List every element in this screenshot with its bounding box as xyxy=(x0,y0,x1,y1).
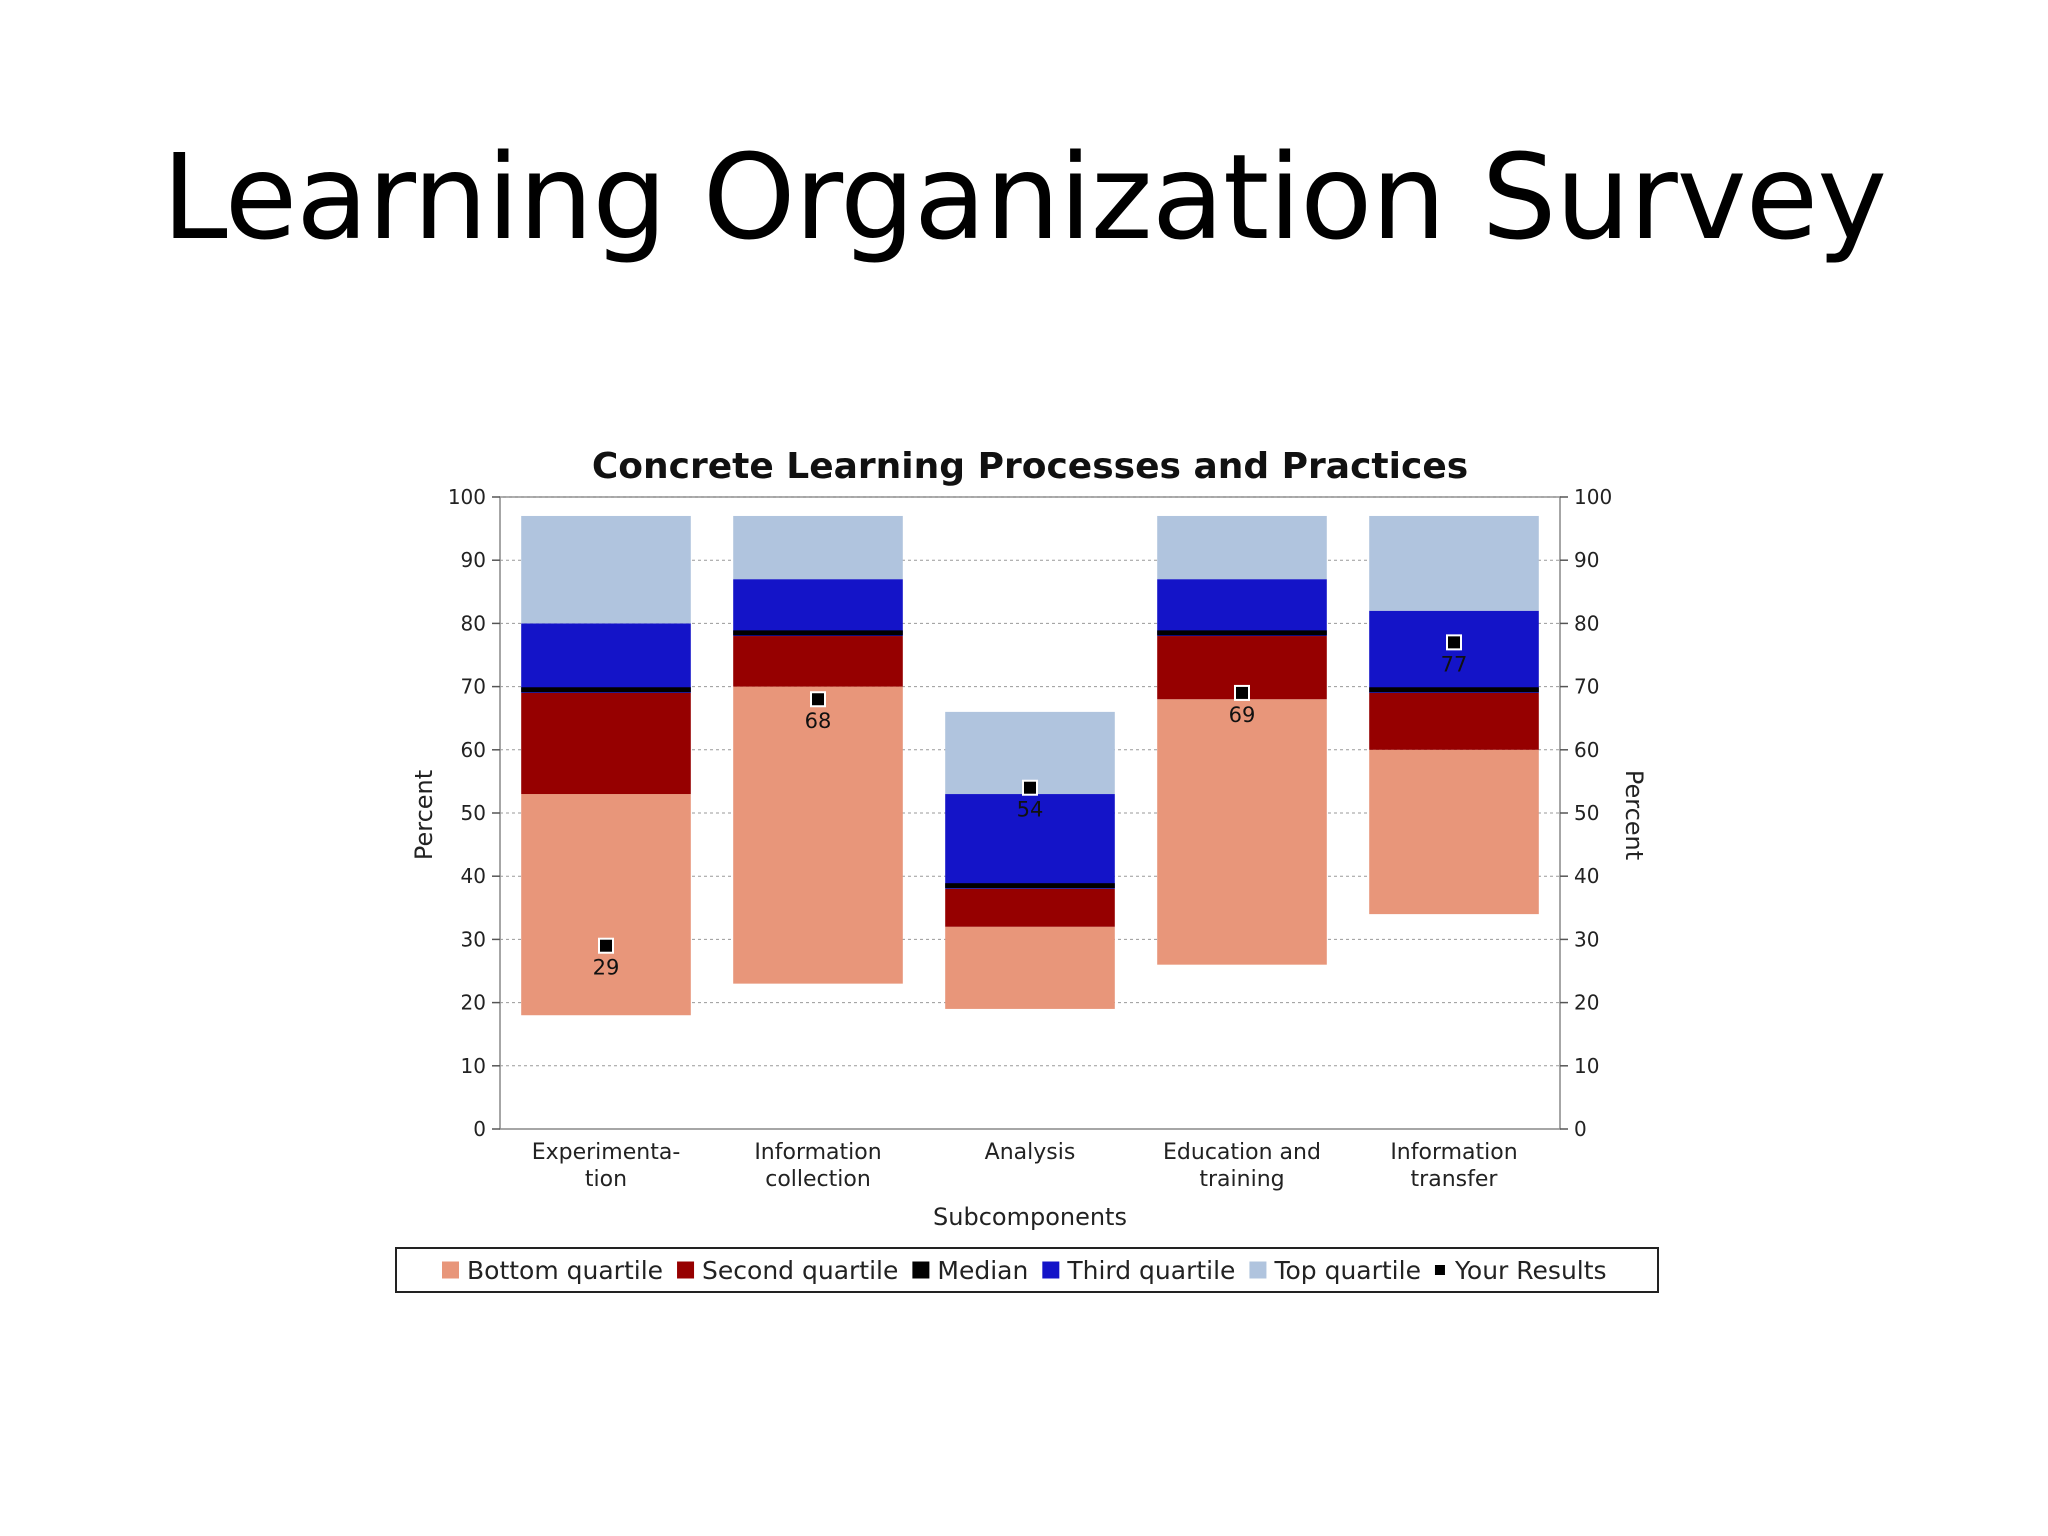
legend-label: Third quartile xyxy=(1066,1256,1235,1285)
y-tick-label-left: 70 xyxy=(461,675,486,699)
x-tick-label: tion xyxy=(585,1167,627,1192)
y-tick-label-right: 30 xyxy=(1574,927,1599,951)
y-tick-label-left: 20 xyxy=(461,991,486,1015)
bar-segment xyxy=(1369,515,1539,611)
bar-segment xyxy=(1157,515,1327,580)
median-line xyxy=(945,883,1115,889)
legend-label: Your Results xyxy=(1454,1256,1607,1285)
x-tick-label: collection xyxy=(765,1167,871,1192)
x-tick-label: Information xyxy=(1390,1140,1517,1165)
legend-swatch xyxy=(442,1261,459,1279)
bar-segment xyxy=(1369,610,1539,693)
bar-segment xyxy=(945,794,1115,889)
bar-segment xyxy=(1157,579,1327,637)
bar-segment xyxy=(521,794,691,1016)
bar-segment xyxy=(1369,692,1539,750)
x-tick-label: transfer xyxy=(1411,1167,1499,1192)
legend-label: Top quartile xyxy=(1273,1256,1421,1285)
legend-swatch xyxy=(1434,1265,1445,1275)
y-tick-label-left: 60 xyxy=(461,738,486,762)
x-axis-title: Subcomponents xyxy=(933,1203,1127,1231)
legend-label: Bottom quartile xyxy=(467,1256,663,1285)
legend-swatch xyxy=(1249,1261,1267,1279)
legend-label: Second quartile xyxy=(702,1256,898,1285)
bar-segment xyxy=(945,926,1115,1009)
x-tick-label: training xyxy=(1199,1167,1284,1192)
y-tick-label-right: 100 xyxy=(1574,485,1612,509)
bar-group: 69 xyxy=(1157,515,1327,965)
bar-segment xyxy=(521,515,691,624)
result-label: 69 xyxy=(1229,703,1256,727)
x-tick-label: Information xyxy=(754,1140,881,1165)
legend-box xyxy=(395,1247,1659,1293)
y-tick-label-left: 0 xyxy=(473,1117,486,1141)
result-marker xyxy=(1446,634,1462,651)
x-tick-label: Analysis xyxy=(985,1140,1076,1165)
result-marker xyxy=(1022,779,1038,796)
bar-group: 68 xyxy=(733,515,903,984)
y-tick-label-right: 20 xyxy=(1574,991,1599,1015)
median-line xyxy=(521,687,691,693)
slide-title: Learning Organization Survey xyxy=(161,128,1887,266)
chart-title: Concrete Learning Processes and Practice… xyxy=(592,446,1468,487)
y-tick-label-right: 10 xyxy=(1574,1054,1599,1078)
plot-area: 0 0 10 10 20 20 30 30 40 40 50 50 60 60 70 70 80 80 90 90 10… xyxy=(448,485,1612,1192)
bar-group: 77 xyxy=(1369,515,1539,915)
median-line xyxy=(1157,630,1327,636)
result-label: 29 xyxy=(593,956,620,980)
y-tick-label-right: 90 xyxy=(1574,548,1599,572)
result-label: 77 xyxy=(1441,652,1468,676)
bar-segment xyxy=(1157,699,1327,965)
result-label: 68 xyxy=(805,709,832,733)
y-tick-label-left: 50 xyxy=(461,801,486,825)
bar-segment xyxy=(733,636,903,687)
bar-segment xyxy=(521,623,691,693)
result-marker xyxy=(810,691,826,708)
y-tick-label-right: 40 xyxy=(1574,864,1599,888)
bar-segment xyxy=(733,515,903,580)
bar-group: 54 xyxy=(945,711,1115,1009)
y-tick-label-left: 90 xyxy=(461,548,486,572)
y-axis-title-left: Percent xyxy=(410,770,438,860)
result-label: 54 xyxy=(1017,798,1044,822)
y-tick-label-right: 70 xyxy=(1574,675,1599,699)
legend-swatch xyxy=(912,1261,930,1279)
bar-segment xyxy=(945,888,1115,927)
y-axis-title-right: Percent xyxy=(1620,770,1648,860)
legend: Bottom quartile Second quartile Median Thir… xyxy=(395,1247,1659,1293)
result-marker xyxy=(1234,684,1250,701)
bar-segment xyxy=(1369,749,1539,915)
y-tick-label-left: 100 xyxy=(448,485,486,509)
y-tick-label-right: 50 xyxy=(1574,801,1599,825)
y-tick-label-right: 80 xyxy=(1574,611,1599,635)
x-tick-label: Education and xyxy=(1163,1140,1321,1165)
bar-segment xyxy=(733,579,903,637)
median-line xyxy=(1369,687,1539,693)
y-tick-label-left: 30 xyxy=(461,927,486,951)
legend-label: Median xyxy=(937,1256,1028,1285)
y-tick-label-left: 80 xyxy=(461,611,486,635)
y-tick-label-left: 10 xyxy=(461,1054,486,1078)
bar-group: 29 xyxy=(521,515,691,1016)
bar-segment xyxy=(733,686,903,984)
bar-segment xyxy=(521,692,691,795)
legend-swatch xyxy=(1042,1261,1060,1279)
x-tick-label: Experimenta- xyxy=(532,1140,681,1165)
result-marker xyxy=(598,937,614,954)
y-tick-label-right: 60 xyxy=(1574,738,1599,762)
y-tick-label-right: 0 xyxy=(1574,1117,1587,1141)
y-tick-label-left: 40 xyxy=(461,864,486,888)
legend-swatch xyxy=(677,1261,695,1279)
median-line xyxy=(733,630,903,636)
